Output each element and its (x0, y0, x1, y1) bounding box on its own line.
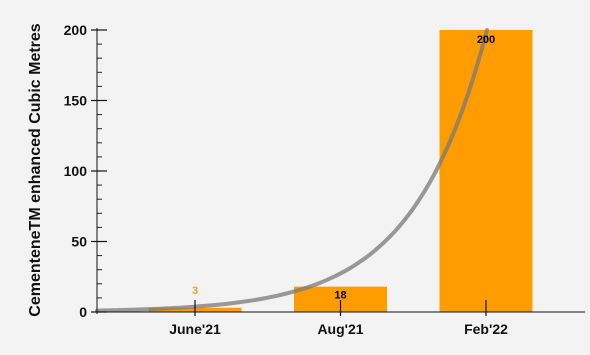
axes-layer: 0 50 100 150 200 June'21 Aug'21 Feb'22 (64, 22, 585, 337)
trend-line-layer (95, 28, 489, 313)
data-label: 200 (477, 34, 495, 46)
y-tick-label: 150 (64, 93, 88, 109)
y-tick-label: 100 (64, 163, 88, 179)
bar-Feb'22 (439, 30, 533, 312)
data-label: 3 (192, 285, 198, 297)
x-tick-label: Aug'21 (317, 321, 363, 337)
bars-layer (148, 30, 533, 312)
y-tick-label: 0 (79, 304, 87, 320)
trend-line (95, 28, 489, 313)
x-tick-label: June'21 (169, 321, 221, 337)
x-tick-label: Feb'22 (464, 321, 508, 337)
y-axis-title: CementeneTM enhanced Cubic Metres (27, 23, 44, 317)
y-tick-label: 200 (64, 22, 88, 38)
data-label: 18 (334, 290, 346, 302)
data-labels-layer: 3 18 200 (192, 34, 495, 302)
y-tick-label: 50 (71, 234, 87, 250)
